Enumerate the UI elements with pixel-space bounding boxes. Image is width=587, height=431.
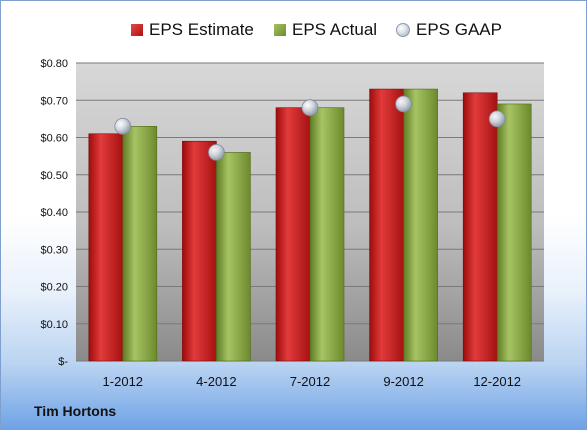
y-tick-label: $0.70 bbox=[40, 95, 68, 107]
legend-item-eps-actual: EPS Actual bbox=[274, 15, 377, 45]
x-tick-label: 7-2012 bbox=[290, 374, 330, 389]
marker-eps-gaap bbox=[488, 110, 506, 128]
bar-eps-actual bbox=[403, 88, 438, 362]
bar-eps-estimate bbox=[275, 107, 311, 362]
y-tick-label: $0.80 bbox=[40, 58, 68, 70]
legend-swatch-eps-estimate bbox=[131, 24, 143, 36]
y-tick-label: $0.60 bbox=[40, 133, 68, 145]
legend-label-eps-estimate: EPS Estimate bbox=[149, 20, 254, 39]
x-tick-label: 9-2012 bbox=[383, 374, 423, 389]
y-tick-label: $0.20 bbox=[40, 282, 68, 294]
legend: EPS Estimate EPS Actual EPS GAAP bbox=[1, 15, 587, 45]
x-tick-label: 1-2012 bbox=[103, 374, 143, 389]
y-tick-label: $0.50 bbox=[40, 170, 68, 182]
y-tick-label: $0.30 bbox=[40, 244, 68, 256]
bar-eps-estimate bbox=[88, 133, 124, 362]
bar-eps-actual bbox=[122, 126, 158, 362]
marker-eps-gaap bbox=[114, 117, 132, 135]
bar-eps-actual bbox=[496, 103, 532, 362]
bar-eps-estimate bbox=[182, 140, 217, 362]
legend-label-eps-gaap: EPS GAAP bbox=[416, 20, 502, 39]
bar-eps-actual bbox=[216, 152, 251, 362]
y-tick-label: $0.40 bbox=[40, 207, 68, 219]
x-tick-label: 12-2012 bbox=[473, 374, 521, 389]
marker-eps-gaap bbox=[301, 99, 319, 117]
legend-item-eps-gaap: EPS GAAP bbox=[396, 15, 502, 45]
bar-eps-estimate bbox=[369, 88, 404, 362]
legend-item-eps-estimate: EPS Estimate bbox=[131, 15, 254, 45]
y-tick-label: $- bbox=[58, 356, 68, 368]
marker-eps-gaap bbox=[207, 143, 225, 161]
marker-eps-gaap bbox=[395, 95, 413, 113]
legend-swatch-eps-gaap bbox=[396, 23, 410, 37]
bar-eps-estimate bbox=[462, 92, 498, 362]
legend-swatch-eps-actual bbox=[274, 24, 286, 36]
company-name: Tim Hortons bbox=[34, 403, 117, 419]
y-tick-label: $0.10 bbox=[40, 319, 68, 331]
bar-eps-actual bbox=[309, 107, 345, 362]
x-tick-label: 4-2012 bbox=[196, 374, 236, 389]
legend-label-eps-actual: EPS Actual bbox=[292, 20, 378, 39]
